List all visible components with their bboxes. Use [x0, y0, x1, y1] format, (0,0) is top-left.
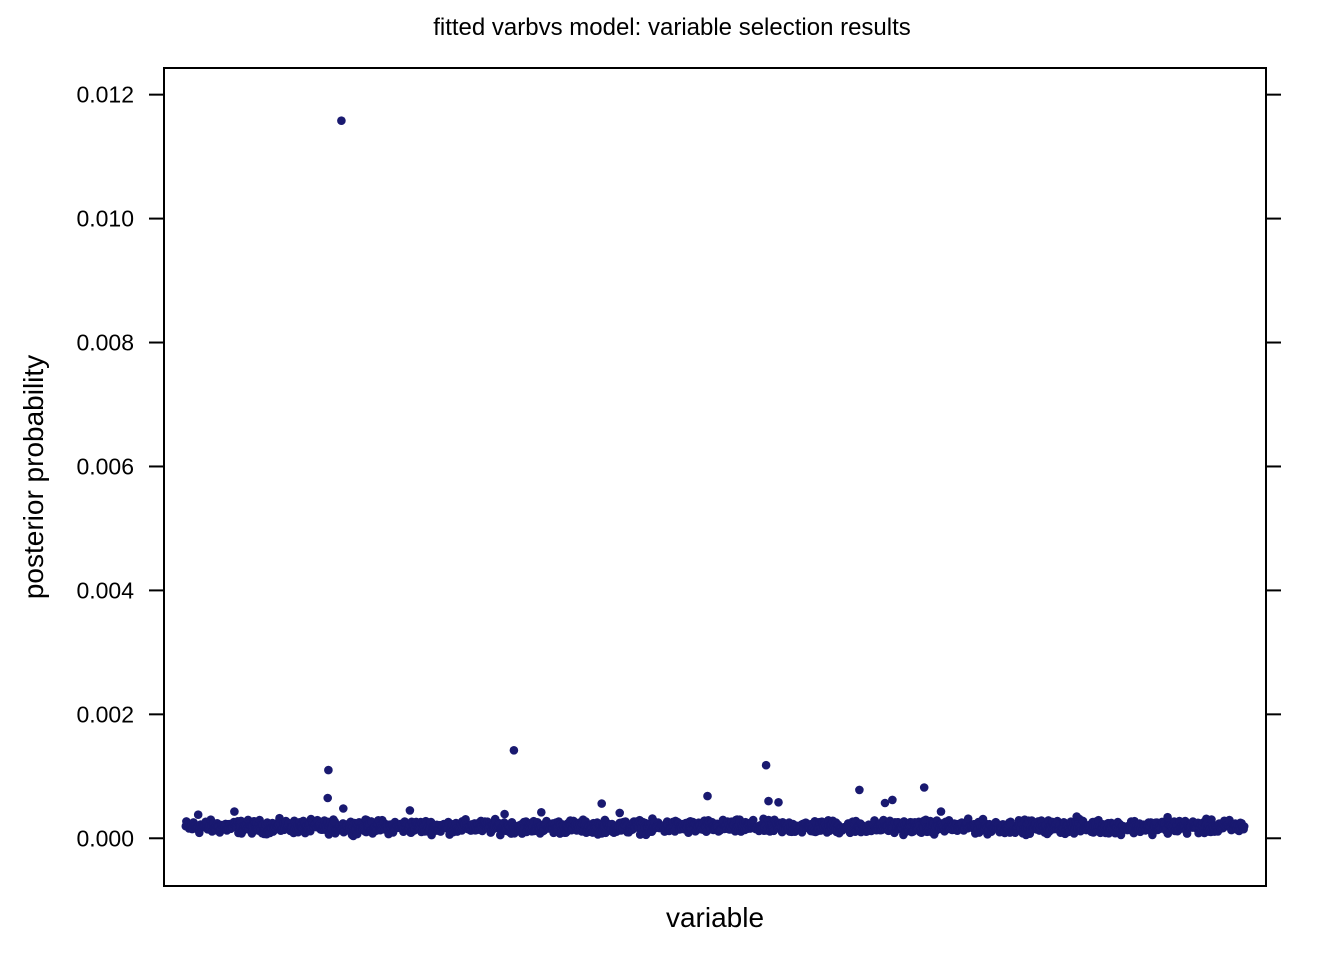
data-point-outlier — [193, 810, 203, 819]
y-tick-label: 0.010 — [76, 206, 134, 232]
y-tick-label: 0.012 — [76, 82, 134, 108]
plot-frame — [163, 67, 1267, 887]
data-point-outlier — [936, 807, 946, 816]
y-tick-label: 0.004 — [76, 577, 134, 603]
y-axis-right — [1266, 93, 1281, 840]
data-point-outlier — [500, 809, 509, 819]
data-point-outlier — [537, 808, 546, 817]
y-tick-label: 0.002 — [76, 701, 134, 727]
data-point-outlier — [761, 760, 771, 770]
y-tick-label: 0.006 — [76, 453, 134, 479]
data-point-outlier — [509, 746, 519, 755]
data-point-outlier — [1072, 812, 1081, 821]
data-point-outlier — [1163, 812, 1172, 822]
y-tick-label: 0.000 — [76, 825, 134, 851]
data-point-outlier — [337, 116, 346, 125]
data-point-outlier — [919, 783, 929, 792]
data-points — [181, 116, 1249, 841]
data-point-outlier — [597, 799, 606, 808]
data-point-outlier — [615, 808, 624, 818]
x-axis-label: variable — [666, 902, 764, 933]
data-point-outlier — [405, 806, 415, 815]
data-point — [963, 814, 973, 823]
data-point-outlier — [339, 804, 348, 813]
data-point — [748, 815, 758, 825]
data-point — [1239, 822, 1249, 831]
data-point-outlier — [764, 796, 773, 806]
data-point-outlier — [774, 798, 783, 807]
y-axis-label: posterior probability — [18, 355, 49, 599]
data-point-outlier — [324, 765, 333, 775]
y-axis-left: 0.000 0.002 0.004 0.006 0.008 0.010 0.012 — [76, 82, 164, 851]
chart-title: fitted varbvs model: variable selection … — [433, 14, 911, 41]
data-point-outlier — [888, 795, 897, 805]
data-point-outlier — [230, 807, 239, 816]
data-point-outlier — [855, 785, 864, 795]
data-point-outlier — [323, 793, 333, 803]
data-point-outlier — [880, 798, 890, 808]
data-point-outlier — [703, 791, 712, 801]
y-tick-label: 0.008 — [76, 330, 134, 356]
